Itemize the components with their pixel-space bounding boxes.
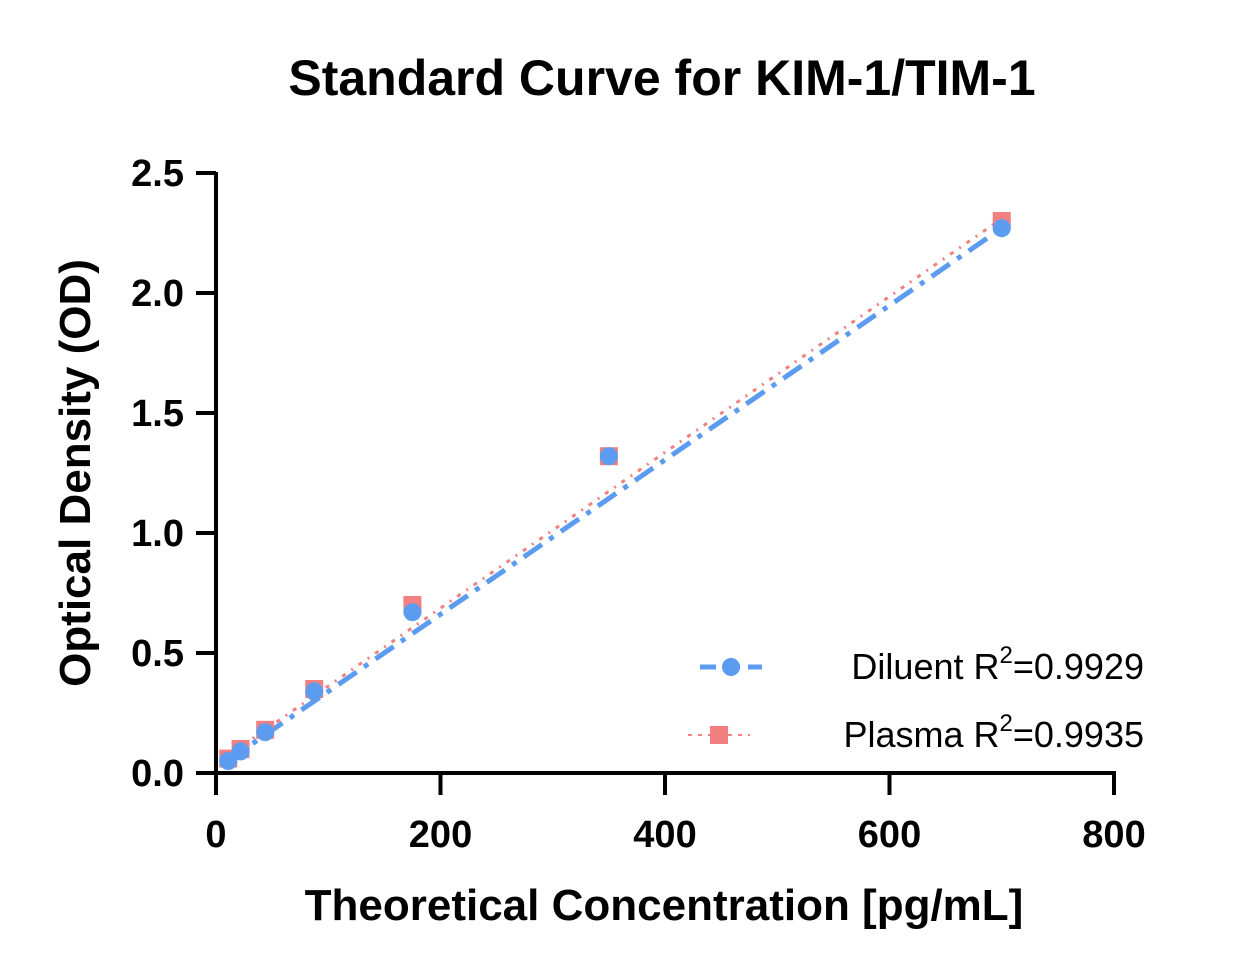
- data-point-diluent: [305, 682, 324, 701]
- x-tick-label: 200: [409, 814, 472, 856]
- legend-r2-value-plasma: =0.9935: [1013, 714, 1144, 755]
- y-tick-label: 1.0: [131, 513, 184, 555]
- legend-r2-exp-diluent: 2: [1000, 642, 1013, 669]
- y-ticks: 0.0 0.5 1.0 1.5 2.0 2.5: [131, 153, 216, 795]
- data-point-diluent: [231, 742, 250, 761]
- fit-line-diluent: [225, 226, 1004, 764]
- x-tick-label: 400: [633, 814, 696, 856]
- x-tick-label: 800: [1082, 814, 1145, 856]
- legend-name-diluent: Diluent: [851, 646, 963, 687]
- y-axis-label: Optical Density (OD): [51, 259, 100, 687]
- data-point-diluent: [256, 723, 275, 742]
- legend-label-plasma: Plasma R2=0.9935: [843, 710, 1144, 755]
- legend-r2-exp-plasma: 2: [1000, 710, 1013, 737]
- y-tick-label: 0.5: [131, 633, 184, 675]
- x-tick-label: 0: [205, 814, 226, 856]
- plot-points: [219, 212, 1011, 770]
- x-ticks: 0 200 400 600 800: [205, 773, 1146, 856]
- fit-line-plasma: [226, 217, 1003, 758]
- legend-r2-label-diluent: R: [974, 646, 1000, 687]
- data-point-diluent: [219, 752, 238, 770]
- legend-label-diluent: Diluent R2=0.9929: [851, 642, 1144, 687]
- data-point-diluent: [992, 219, 1011, 238]
- legend-marker-diluent: [722, 658, 740, 676]
- legend-space-diluent: [963, 646, 973, 687]
- legend-marker-plasma: [710, 726, 728, 744]
- x-axis-label: Theoretical Concentration [pg/mL]: [305, 881, 1024, 930]
- legend-space-plasma: [963, 714, 973, 755]
- x-tick-label: 600: [858, 814, 921, 856]
- legend-r2-label-plasma: R: [974, 714, 1000, 755]
- y-tick-label: 1.5: [131, 393, 184, 435]
- legend-r2-value-diluent: =0.9929: [1013, 646, 1144, 687]
- y-tick-label: 0.0: [131, 753, 184, 795]
- data-point-diluent: [403, 603, 422, 622]
- plot-lines: [225, 217, 1004, 764]
- legend-name-plasma: Plasma: [843, 714, 964, 755]
- y-tick-label: 2.0: [131, 273, 184, 315]
- data-point-diluent: [599, 447, 618, 466]
- chart-title: Standard Curve for KIM-1/TIM-1: [288, 50, 1035, 106]
- y-tick-label: 2.5: [131, 153, 184, 195]
